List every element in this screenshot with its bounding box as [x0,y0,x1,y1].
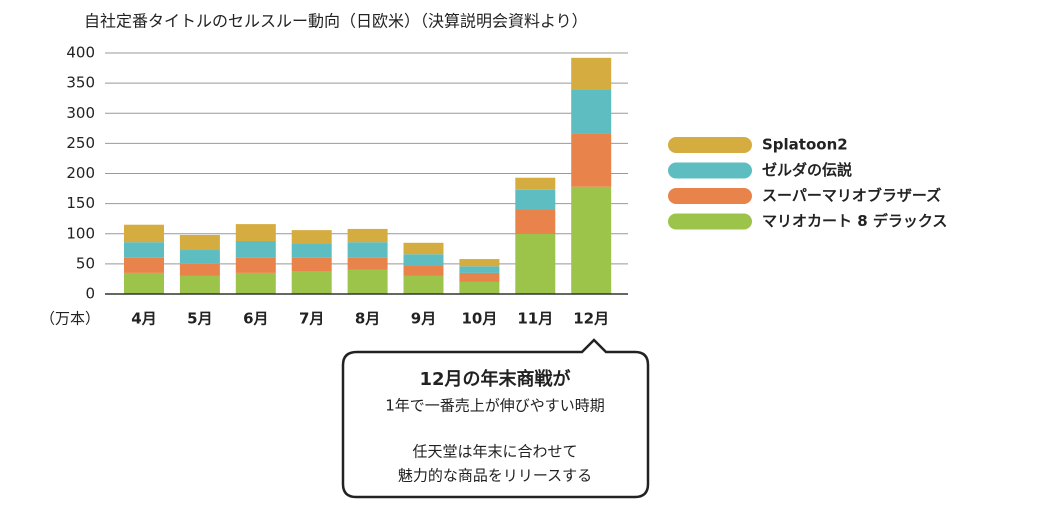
legend-swatch [668,162,752,179]
y-tick-label: 200 [66,164,95,182]
bar-segment [347,228,388,243]
y-tick-label: 0 [85,285,95,303]
annotation: 魅力的な商品をリリースする [398,467,592,485]
x-tick-label: 11月 [517,310,553,328]
x-tick-label: 12月 [573,310,609,328]
x-tick-label: 4月 [131,310,156,328]
annotation: 1年で一番売上が伸びやすい時期 [385,397,605,415]
legend-label: ゼルダの伝説 [762,161,852,179]
legend-label: マリオカート 8 デラックス [762,212,947,230]
bar-segment [291,271,332,294]
bar-segment [235,224,276,241]
legend-label: Splatoon2 [762,136,848,154]
bar-segment [403,242,444,255]
y-tick-label: 300 [66,104,95,122]
legend-swatch [668,213,752,230]
y-tick-label: 350 [66,74,95,92]
bar-segment [571,133,612,187]
bar-segment [459,259,500,267]
bar-segment [235,257,276,273]
bar-segment [347,257,388,270]
bar-segment [179,275,220,294]
bar-segment [124,224,164,243]
x-tick-label: 9月 [411,310,436,328]
bar-segment [403,254,444,266]
bar-segment [459,272,500,282]
chart-title: 自社定番タイトルのセルスルー動向（日欧米）（決算説明会資料より） [84,12,588,31]
bar-segment [291,230,332,244]
bar-segment [124,242,164,258]
bar-segment [291,243,332,258]
legend-swatch [668,188,752,204]
bar-segment [179,263,220,276]
callout-box [341,338,650,499]
annotation: 12月の年末商戦が [419,368,570,390]
annotation: 任天堂は年末に合わせて [412,443,577,461]
x-tick-label: 10月 [461,310,497,328]
bar-segment [124,257,164,273]
bar-segment [235,272,276,294]
y-axis-label: （万本） [40,310,100,328]
bar-segment [571,57,612,90]
x-tick-label: 7月 [299,310,324,328]
y-tick-label: 100 [66,224,95,242]
bar-segment [571,89,612,134]
bar-segment [515,209,556,234]
x-tick-label: 8月 [355,310,380,328]
y-tick-label: 250 [66,134,95,152]
y-tick-label: 150 [66,194,95,212]
bar-segment [515,189,556,210]
bar-segment [571,186,612,294]
x-tick-label: 6月 [243,310,268,328]
bar-segment [347,269,388,294]
y-tick-label: 400 [66,44,95,62]
bar-segment [459,281,500,294]
y-tick-label: 50 [76,254,95,272]
bar-segment [179,250,220,264]
bar-segment [347,242,388,258]
bar-segment [403,275,444,294]
legend-swatch [668,137,752,153]
legend-label: スーパーマリオブラザーズ [762,187,941,205]
bar-segment [124,272,164,294]
bar-segment [459,266,500,273]
bar-segment [179,234,220,251]
bar-segment [403,265,444,276]
bar-segment [235,240,276,258]
bar-segment [515,233,556,294]
bar-segment [291,257,332,272]
x-tick-label: 5月 [187,310,212,328]
bar-segment [515,177,556,190]
